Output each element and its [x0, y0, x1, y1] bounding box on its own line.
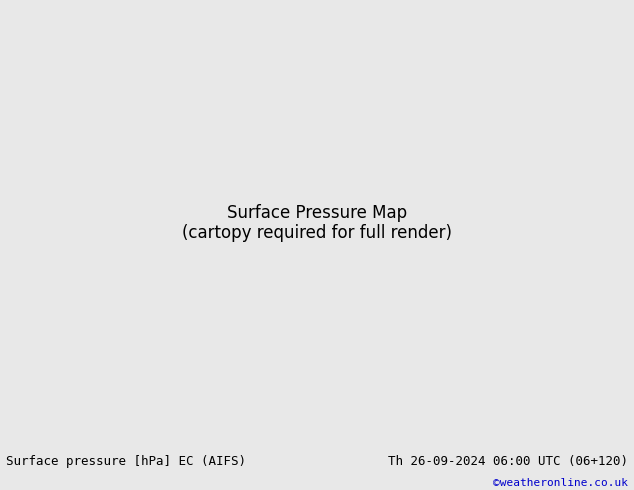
Text: Surface pressure [hPa] EC (AIFS): Surface pressure [hPa] EC (AIFS)	[6, 455, 247, 468]
Text: ©weatheronline.co.uk: ©weatheronline.co.uk	[493, 478, 628, 489]
Text: Surface Pressure Map
(cartopy required for full render): Surface Pressure Map (cartopy required f…	[182, 203, 452, 243]
Text: Th 26-09-2024 06:00 UTC (06+120): Th 26-09-2024 06:00 UTC (06+120)	[387, 455, 628, 468]
